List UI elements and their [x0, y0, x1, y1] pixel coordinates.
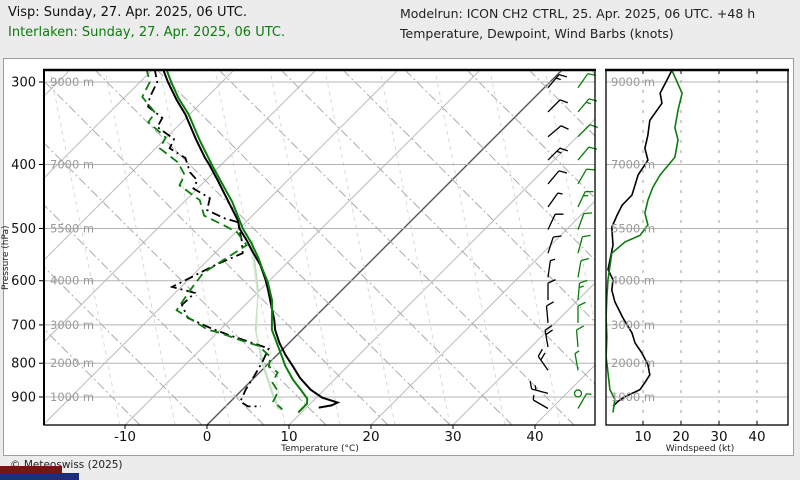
svg-text:2000 m: 2000 m: [611, 356, 655, 370]
wind-frame: [605, 69, 789, 426]
chart-panel: [3, 58, 794, 456]
bottom-bar-navy: [0, 473, 79, 480]
svg-text:700: 700: [11, 318, 36, 333]
pressure-axis-label: Pressure (hPa): [1, 225, 11, 290]
visp-wind-barbs: [529, 74, 569, 410]
svg-text:4000 m: 4000 m: [611, 274, 655, 288]
svg-text:10: 10: [280, 429, 297, 445]
interlaken-temperature-curve: [165, 70, 309, 414]
skewt-grid: [44, 70, 595, 425]
windspeed-axis-label: Windspeed (kt): [665, 444, 735, 454]
svg-text:2000 m: 2000 m: [50, 356, 94, 370]
svg-text:20: 20: [672, 429, 689, 445]
svg-text:800: 800: [11, 357, 36, 372]
interlaken-dewpoint-curve: [141, 70, 283, 411]
modelrun-label: Modelrun: ICON CH2 CTRL, 25. Apr. 2025, …: [400, 6, 756, 21]
visp-windspeed-curve: [607, 70, 673, 407]
bottom-bar-maroon: [0, 466, 62, 473]
svg-text:900: 900: [11, 390, 36, 405]
svg-text:300: 300: [11, 76, 36, 91]
interlaken-wind-barbs: [573, 73, 599, 409]
variables-label: Temperature, Dewpoint, Wind Barbs (knots…: [400, 26, 674, 41]
wind-grid: [606, 70, 788, 425]
svg-text:5500 m: 5500 m: [611, 221, 655, 235]
svg-text:30: 30: [444, 429, 461, 445]
svg-text:-10: -10: [114, 429, 136, 445]
svg-text:600: 600: [11, 274, 36, 289]
interlaken-wet-bulb-faint--curve: [250, 245, 282, 412]
sounding-curves: [141, 70, 341, 414]
visp-wet-bulb-faint--curve: [251, 240, 279, 410]
svg-text:7000 m: 7000 m: [611, 157, 655, 171]
svg-text:5500 m: 5500 m: [50, 221, 94, 235]
svg-text:500: 500: [11, 222, 36, 237]
svg-text:9000 m: 9000 m: [50, 75, 94, 89]
svg-text:1000 m: 1000 m: [611, 390, 655, 404]
skewt-frame: [43, 69, 596, 426]
bottom-bars: [0, 466, 79, 480]
svg-text:3000 m: 3000 m: [611, 318, 655, 332]
visp-dewpoint-curve: [147, 70, 270, 408]
svg-text:40: 40: [748, 429, 765, 445]
svg-text:3000 m: 3000 m: [50, 318, 94, 332]
svg-text:4000 m: 4000 m: [50, 274, 94, 288]
temperature-axis-label: Temperature (°C): [281, 444, 359, 454]
svg-text:9000 m: 9000 m: [611, 75, 655, 89]
svg-text:10: 10: [634, 429, 651, 445]
station-visp-title: Visp: Sunday, 27. Apr. 2025, 06 UTC.: [8, 5, 247, 20]
svg-text:0: 0: [203, 429, 212, 445]
svg-text:20: 20: [362, 429, 379, 445]
station-interlaken-title: Interlaken: Sunday, 27. Apr. 2025, 06 UT…: [8, 25, 286, 40]
svg-text:1000 m: 1000 m: [50, 390, 94, 404]
svg-text:7000 m: 7000 m: [50, 157, 94, 171]
svg-text:40: 40: [526, 429, 543, 445]
svg-text:30: 30: [710, 429, 727, 445]
svg-text:400: 400: [11, 158, 36, 173]
